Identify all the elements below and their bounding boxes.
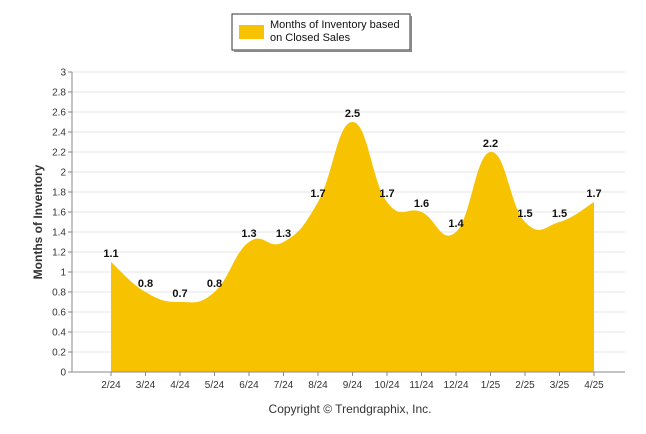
data-label: 0.8	[138, 278, 153, 290]
data-label: 1.5	[517, 208, 532, 220]
data-label: 1.7	[586, 188, 601, 200]
y-tick-label: 2.4	[52, 128, 66, 139]
y-tick-label: 0.6	[52, 308, 66, 319]
y-tick-label: 2.2	[52, 148, 66, 159]
data-label: 1.7	[379, 188, 394, 200]
y-tick-label: 0	[60, 368, 66, 379]
data-label: 0.8	[207, 278, 222, 290]
copyright-text: Copyright © Trendgraphix, Inc.	[269, 402, 432, 416]
y-tick-label: 1.2	[52, 248, 66, 259]
y-tick-label: 1	[60, 268, 66, 279]
y-axis-ticks: 0 0.2 0.4 0.6 0.8 1 1.2 1.4 1.6 1.8 2 2.2 2.4 2.6 2.8 3	[52, 68, 72, 379]
legend: Months of Inventory based on Closed Sale…	[231, 13, 412, 52]
data-label: 1.4	[448, 218, 464, 230]
legend-label-line-2: on Closed Sales	[270, 32, 351, 44]
x-tick-label: 9/24	[343, 380, 363, 391]
area-series	[111, 122, 594, 372]
x-tick-label: 3/25	[550, 380, 570, 391]
axes	[71, 72, 625, 373]
legend-shadow	[410, 16, 412, 52]
data-label: 1.7	[310, 188, 325, 200]
x-tick-label: 8/24	[308, 380, 328, 391]
x-tick-label: 4/25	[584, 380, 604, 391]
y-tick-label: 0.2	[52, 348, 66, 359]
x-tick-label: 1/25	[481, 380, 501, 391]
y-axis-title: Months of Inventory	[31, 164, 45, 279]
data-label: 1.3	[241, 228, 256, 240]
x-tick-label: 11/24	[409, 380, 434, 391]
y-tick-label: 2.8	[52, 88, 66, 99]
data-label: 2.2	[483, 138, 498, 150]
x-tick-label: 10/24	[374, 380, 399, 391]
x-tick-label: 5/24	[205, 380, 225, 391]
area-fill	[111, 122, 594, 372]
data-label: 1.6	[414, 198, 429, 210]
y-tick-label: 1.8	[52, 188, 66, 199]
data-label: 0.7	[172, 288, 187, 300]
legend-label-line-1: Months of Inventory based	[270, 19, 400, 31]
y-tick-label: 3	[60, 68, 66, 79]
y-tick-label: 1.6	[52, 208, 66, 219]
data-label: 1.5	[552, 208, 567, 220]
x-tick-label: 2/25	[515, 380, 535, 391]
x-tick-label: 7/24	[274, 380, 294, 391]
data-label: 2.5	[345, 108, 360, 120]
x-tick-label: 12/24	[443, 380, 468, 391]
x-tick-label: 4/24	[170, 380, 190, 391]
legend-shadow-bottom	[234, 50, 412, 52]
y-tick-label: 0.4	[52, 328, 66, 339]
y-tick-label: 2.6	[52, 108, 66, 119]
x-tick-label: 3/24	[136, 380, 156, 391]
data-labels: 1.1 0.8 0.7 0.8 1.3 1.3 1.7 2.5 1.7 1.6 1.4 2.2 1.5 1…	[103, 108, 601, 300]
y-tick-label: 2	[60, 168, 66, 179]
x-tick-label: 6/24	[239, 380, 259, 391]
legend-swatch	[239, 25, 264, 39]
y-tick-label: 0.8	[52, 288, 66, 299]
x-tick-label: 2/24	[101, 380, 121, 391]
data-label: 1.1	[103, 248, 118, 260]
x-axis-ticks: 2/24 3/24 4/24 5/24 6/24 7/24 8/24 9/24 10/24 11/…	[101, 372, 604, 391]
y-tick-label: 1.4	[52, 228, 66, 239]
data-label: 1.3	[276, 228, 291, 240]
